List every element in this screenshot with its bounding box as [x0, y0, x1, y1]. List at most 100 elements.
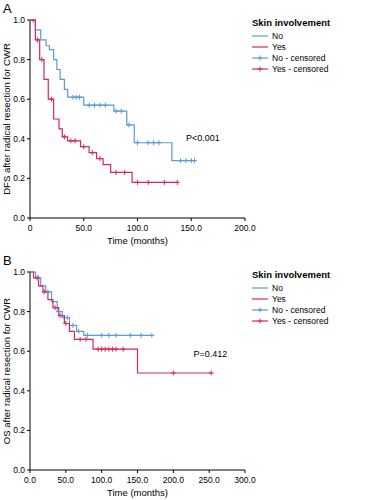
y-tick: [27, 351, 30, 352]
x-tick-label: 50.0: [75, 223, 92, 233]
x-tick: [245, 218, 246, 221]
x-tick-label: 300.0: [234, 475, 256, 485]
y-tick-label: 0.8: [13, 307, 25, 317]
x-tick-label: 200.0: [163, 475, 185, 485]
censored-marker: [114, 347, 119, 352]
censored-marker: [63, 321, 68, 326]
y-tick: [27, 390, 30, 391]
y-tick-label: 0.4: [13, 386, 25, 396]
censored-marker: [146, 140, 151, 145]
legend-swatch: [252, 35, 268, 36]
y-tick-label: 1.0: [13, 267, 25, 277]
x-tick-label: 100.0: [127, 223, 149, 233]
x-tick: [30, 470, 31, 473]
y-tick: [27, 99, 30, 100]
censored-marker: [171, 370, 176, 375]
censored-marker: [135, 180, 140, 185]
censored-marker: [192, 158, 197, 163]
legend-title: Skin involvement: [252, 17, 331, 28]
plot-area: [30, 19, 197, 185]
censored-marker: [106, 333, 111, 338]
panel-label: A: [3, 1, 12, 16]
censored-marker: [146, 180, 151, 185]
censored-marker: [114, 170, 119, 175]
legend-label: Yes - censored: [272, 64, 329, 74]
y-tick: [27, 272, 30, 273]
x-tick: [137, 218, 138, 221]
x-tick-label: 50.0: [58, 475, 75, 485]
censored-marker: [35, 275, 40, 280]
y-tick-label: 0.8: [13, 55, 25, 65]
censored-marker: [149, 333, 154, 338]
x-tick: [173, 470, 174, 473]
legend-swatch: [252, 46, 268, 47]
censored-marker: [77, 95, 82, 100]
censored-marker: [151, 140, 156, 145]
censored-marker: [135, 140, 140, 145]
x-axis-label: Time (months): [107, 487, 168, 498]
y-tick: [27, 59, 30, 60]
panel-label: B: [3, 253, 12, 268]
x-tick-label: 150.0: [127, 475, 149, 485]
plot-area: [30, 272, 214, 375]
y-tick-label: 0.6: [13, 346, 25, 356]
x-tick: [83, 218, 84, 221]
legend-label: Yes: [272, 42, 286, 52]
censored-marker: [81, 144, 86, 149]
y-tick: [27, 430, 30, 431]
censored-marker: [39, 57, 44, 62]
y-tick: [27, 20, 30, 21]
censored-marker: [175, 180, 180, 185]
x-tick: [101, 470, 102, 473]
y-tick: [27, 178, 30, 179]
x-tick: [191, 218, 192, 221]
censored-marker: [99, 333, 104, 338]
censored-marker: [162, 180, 167, 185]
censored-marker: [90, 150, 95, 155]
legend-label: Yes - censored: [272, 316, 329, 326]
x-tick-label: 250.0: [199, 475, 221, 485]
censored-marker: [42, 289, 47, 294]
censored-marker: [122, 170, 127, 175]
censored-marker: [178, 158, 183, 163]
legend-label: No - censored: [272, 305, 326, 315]
legend-marker: [258, 308, 263, 313]
annotation: P=0.412: [193, 349, 227, 359]
y-tick-label: 0.2: [13, 173, 25, 183]
x-tick: [209, 470, 210, 473]
censored-marker: [65, 315, 70, 320]
censored-marker: [87, 103, 92, 108]
x-tick-label: 150.0: [181, 223, 203, 233]
x-tick: [65, 470, 66, 473]
x-tick: [245, 470, 246, 473]
censored-marker: [119, 109, 124, 114]
censored-marker: [71, 323, 76, 328]
y-tick-label: 0.0: [13, 213, 25, 223]
legend-marker: [258, 56, 263, 61]
censored-marker: [31, 19, 36, 23]
legend-marker: [258, 67, 263, 72]
chart: ADFS after radical resection for CWR0.00…: [0, 0, 379, 500]
legend-marker: [258, 319, 263, 324]
censored-marker: [83, 337, 88, 342]
y-tick-label: 0.0: [13, 465, 25, 475]
y-axis-line: [30, 272, 31, 470]
censored-marker: [73, 138, 78, 143]
survival-curve: [30, 272, 211, 373]
censored-marker: [183, 158, 188, 163]
legend-label: No: [272, 283, 283, 293]
censored-marker: [62, 134, 67, 139]
censored-marker: [53, 305, 58, 310]
censored-marker: [68, 138, 73, 143]
censored-marker: [103, 103, 108, 108]
y-tick-label: 0.6: [13, 94, 25, 104]
y-tick-label: 0.4: [13, 134, 25, 144]
legend-swatch: [252, 287, 268, 288]
y-axis-label: OS after radical resection for CWR: [1, 298, 12, 444]
censored-marker: [97, 156, 102, 161]
x-tick-label: 200.0: [234, 223, 256, 233]
legend-title: Skin involvement: [252, 269, 331, 280]
x-axis-label: Time (months): [107, 235, 168, 246]
x-tick: [30, 218, 31, 221]
censored-marker: [92, 103, 97, 108]
